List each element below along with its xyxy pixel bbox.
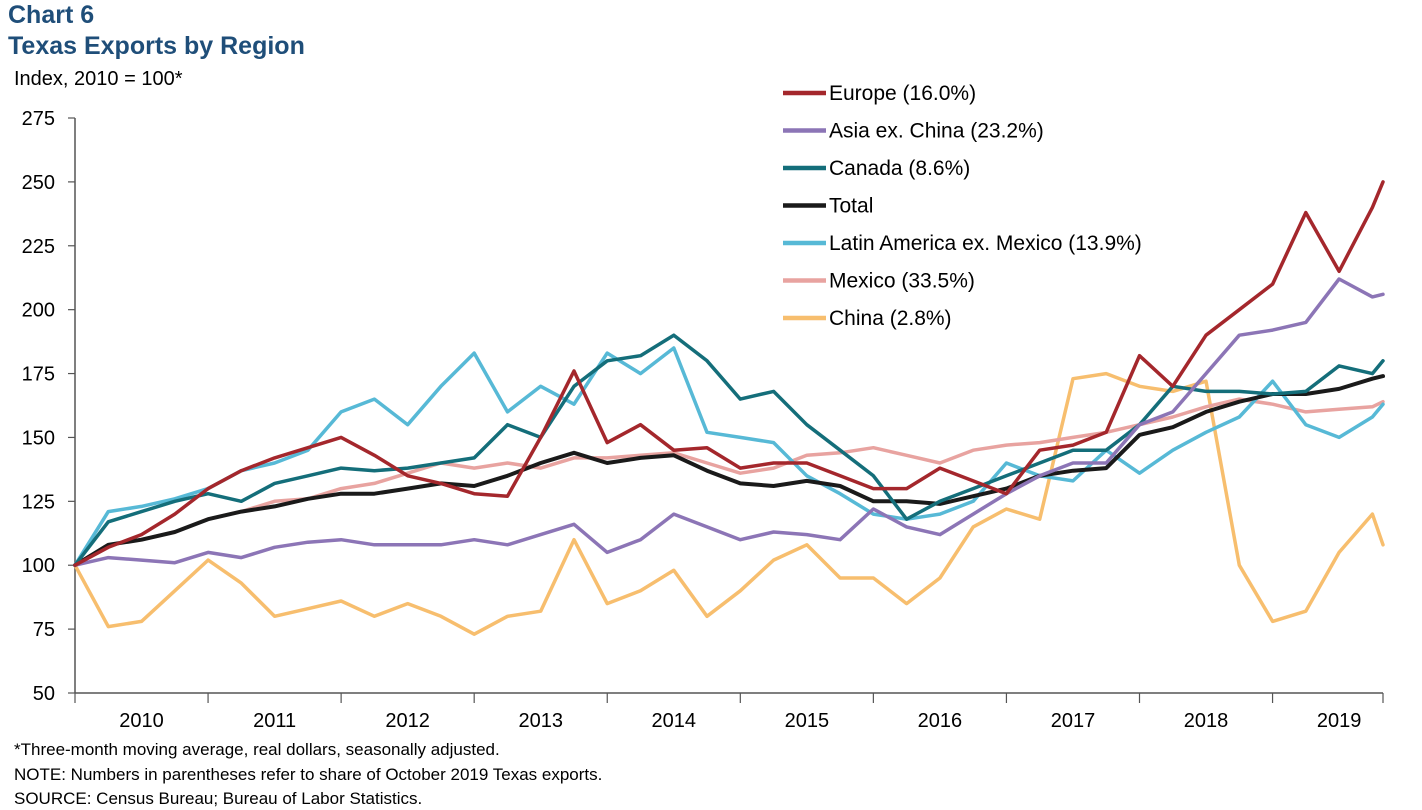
- legend-label: Canada (8.6%): [829, 157, 970, 180]
- legend-label: Europe (16.0%): [829, 82, 976, 105]
- series-line: [73, 277, 1385, 567]
- x-tick-label: 2014: [652, 710, 697, 732]
- y-tick-label: 50: [33, 683, 55, 705]
- chart-number: Chart 6: [8, 1, 95, 29]
- x-tick-label: 2013: [518, 710, 563, 732]
- chart-title: Texas Exports by Region: [8, 32, 305, 60]
- footnote-moving-average: *Three-month moving average, real dollar…: [14, 740, 500, 759]
- series-line: [73, 346, 1385, 567]
- series-lines: [73, 180, 1385, 636]
- series-line: [73, 180, 1385, 567]
- x-tick-label: 2019: [1317, 710, 1362, 732]
- y-axis: 50 75 100 125 150 175 200 225 250 275: [22, 108, 76, 705]
- x-tick-label: 2015: [785, 710, 830, 732]
- y-tick-label: 125: [22, 491, 55, 513]
- y-tick-label: 250: [22, 172, 55, 194]
- x-tick-label: 2017: [1051, 710, 1096, 732]
- legend-label: Latin America ex. Mexico (13.9%): [829, 232, 1142, 255]
- y-axis-label: Index, 2010 = 100*: [14, 68, 183, 90]
- legend-label: Asia ex. China (23.2%): [829, 120, 1044, 143]
- y-tick-label: 175: [22, 364, 55, 386]
- y-tick-label: 200: [22, 300, 55, 322]
- footnote-source: SOURCE: Census Bureau; Bureau of Labor S…: [14, 789, 423, 808]
- x-tick-label: 2016: [918, 710, 963, 732]
- x-tick-label: 2010: [119, 710, 164, 732]
- series-line: [73, 397, 1385, 567]
- series-line: [73, 374, 1385, 568]
- y-tick-label: 225: [22, 236, 55, 258]
- x-axis: 2010 2011 2012 2013 2014 2015 2016 2017 2018 2019: [74, 692, 1384, 732]
- legend-label: Total: [829, 195, 873, 218]
- legend-label: China (2.8%): [829, 307, 952, 330]
- y-tick-label: 150: [22, 427, 55, 449]
- x-tick-label: 2018: [1184, 710, 1229, 732]
- y-tick-label: 100: [22, 555, 55, 577]
- footnote-note: NOTE: Numbers in parentheses refer to sh…: [14, 765, 603, 784]
- y-tick-label: 275: [22, 108, 55, 130]
- x-tick-label: 2011: [253, 710, 296, 732]
- series-line: [73, 333, 1385, 567]
- legend-label: Mexico (33.5%): [829, 270, 975, 293]
- x-tick-label: 2012: [385, 710, 430, 732]
- y-tick-label: 75: [33, 619, 55, 641]
- legend: Europe (16.0%) Asia ex. China (23.2%) Cana…: [783, 82, 1142, 330]
